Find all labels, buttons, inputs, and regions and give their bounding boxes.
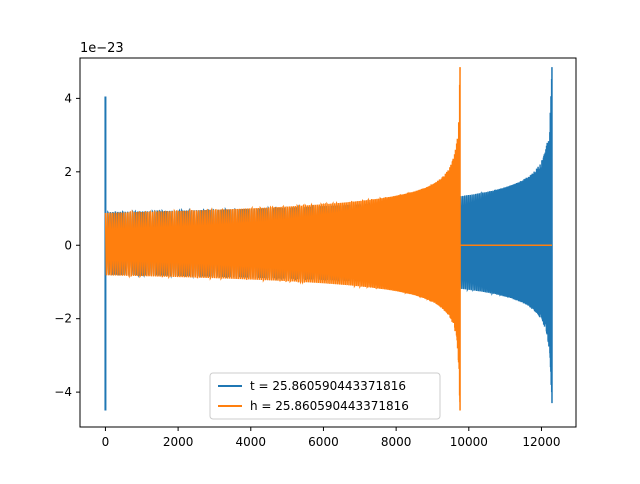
y-tick-label: −4 — [54, 385, 72, 399]
legend-box — [209, 372, 441, 420]
series-layer — [104, 67, 553, 411]
y-tick-label: 2 — [64, 165, 72, 179]
x-tick-label: 6000 — [308, 435, 339, 449]
legend-label: h = 25.860590443371816 — [250, 399, 409, 413]
y-axis: −4 −2 0 2 4 — [54, 91, 80, 399]
y-offset-label: 1e−23 — [80, 41, 124, 56]
x-tick-label: 4000 — [236, 435, 267, 449]
x-tick-label: 12000 — [522, 435, 560, 449]
x-tick-label: 2000 — [163, 435, 194, 449]
legend: t = 25.860590443371816 h = 25.86059044337… — [209, 372, 441, 420]
x-tick-label: 10000 — [450, 435, 488, 449]
plot-frame — [79, 57, 577, 428]
x-tick-label: 0 — [102, 435, 110, 449]
y-tick-label: −2 — [54, 312, 72, 326]
x-tick-label: 8000 — [381, 435, 412, 449]
series-h — [104, 67, 553, 411]
y-tick-label: 0 — [64, 238, 72, 252]
x-axis: 0 2000 4000 6000 8000 10000 12000 — [102, 427, 561, 449]
y-tick-label: 4 — [64, 91, 72, 105]
series-line-h — [104, 67, 553, 411]
legend-label: t = 25.860590443371816 — [250, 379, 406, 393]
